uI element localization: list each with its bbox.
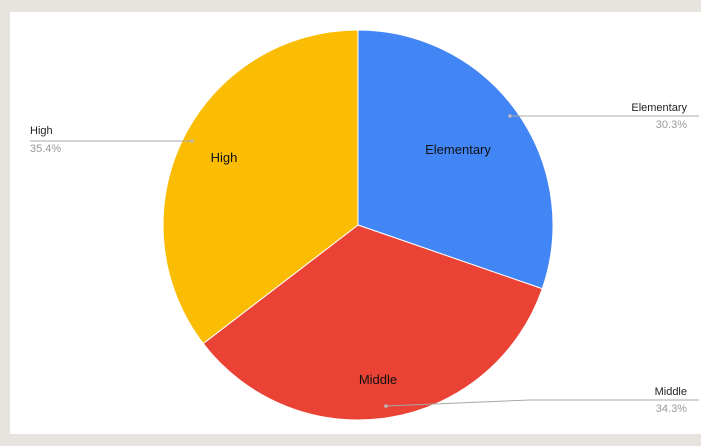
callout-label-middle: Middle — [655, 386, 687, 398]
callout-label-high: High — [30, 125, 53, 137]
slice-label-high: High — [211, 150, 238, 165]
callouts: Elementary 30.3% Middle 34.3% High 35.4% — [30, 102, 699, 415]
callout-line-middle — [385, 399, 699, 407]
pie-slice-high[interactable] — [162, 29, 359, 345]
pie-slices — [162, 29, 554, 421]
callout-percent-elementary: 30.3% — [656, 119, 687, 131]
callout-label-elementary: Elementary — [631, 102, 687, 114]
pie-slice-elementary[interactable] — [357, 29, 554, 290]
callout-percent-high: 35.4% — [30, 143, 61, 155]
slice-label-middle: Middle — [359, 372, 397, 387]
callout-percent-middle: 34.3% — [656, 403, 687, 415]
pie-slice-middle[interactable] — [202, 224, 543, 421]
slice-label-elementary: Elementary — [425, 142, 491, 157]
pie-chart: Elementary Middle High Elementary 30.3% Midd… — [30, 29, 699, 421]
chart-frame: Elementary Middle High Elementary 30.3% Midd… — [10, 12, 701, 434]
slice-labels: Elementary Middle High — [211, 142, 492, 387]
